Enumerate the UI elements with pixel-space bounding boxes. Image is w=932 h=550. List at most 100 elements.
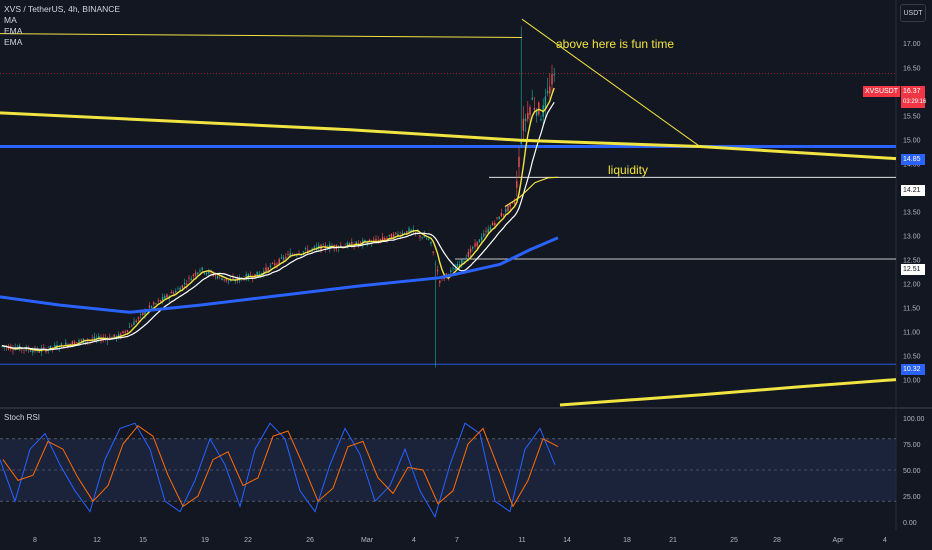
resistance-curve <box>0 111 897 161</box>
candle-body <box>313 246 316 248</box>
candle-body <box>25 346 27 351</box>
candle-body <box>227 280 230 282</box>
candle-body <box>32 350 34 353</box>
candle-body <box>432 251 434 253</box>
candle-body <box>498 216 500 220</box>
candle-body <box>348 242 351 245</box>
annotation-liquidity[interactable]: liquidity <box>608 163 649 177</box>
candle-body <box>285 256 287 259</box>
candle-body <box>546 90 549 94</box>
candle-body <box>280 257 283 259</box>
candle-body <box>258 273 261 276</box>
time-tick-label: 4 <box>412 537 416 544</box>
candle-body <box>113 334 115 337</box>
candle-body <box>436 269 439 272</box>
symbol-name-tag: XVSUSDT <box>862 86 900 97</box>
time-tick-label: 19 <box>201 537 209 544</box>
time-tick-label: 15 <box>139 537 147 544</box>
candle-body <box>199 270 201 272</box>
candle-body <box>531 97 533 100</box>
candle-body <box>188 277 190 279</box>
stoch-rsi-pane[interactable]: 100.00 75.00 50.00 25.00 0.00 <box>0 416 925 527</box>
candle-body <box>410 229 412 232</box>
candle-body <box>157 300 159 302</box>
indicator-ma[interactable]: MA <box>4 15 17 25</box>
candle-body <box>51 347 54 349</box>
candle-body <box>551 74 553 85</box>
candle-body <box>27 348 30 350</box>
candle-body <box>201 267 203 270</box>
candle-body <box>21 348 23 350</box>
candle-body <box>397 233 399 236</box>
candle-body <box>186 283 188 285</box>
candle-body <box>197 272 199 274</box>
time-tick-label: 14 <box>563 537 571 544</box>
candle-body <box>49 345 52 350</box>
candle-body <box>137 317 140 319</box>
candle-body <box>458 264 461 268</box>
candle-body <box>232 277 234 279</box>
candle-body <box>153 302 155 305</box>
candle-body <box>395 232 397 234</box>
candle-body <box>513 202 516 204</box>
candle-body <box>190 278 192 281</box>
chart-legend: XVS / TetherUS, 4h, BINANCE MA EMA EMA <box>4 4 120 48</box>
candle-body <box>452 267 454 269</box>
rsi-tick-label: 0.00 <box>903 520 917 527</box>
ma-line <box>1 101 555 351</box>
oscillator-label[interactable]: Stoch RSI <box>4 413 41 422</box>
candle-body <box>340 245 342 247</box>
candle-body <box>443 277 445 280</box>
candle-body <box>177 288 179 290</box>
candle-body <box>480 236 483 241</box>
candle-body <box>346 242 349 247</box>
candle-body <box>73 341 76 345</box>
candle-body <box>467 251 470 257</box>
candle-body <box>276 263 278 265</box>
candle-body <box>170 291 173 294</box>
candle-body <box>122 331 124 334</box>
candle-body <box>291 254 294 256</box>
symbol-title[interactable]: XVS / TetherUS, 4h, BINANCE <box>4 4 121 14</box>
price-tick-label: 13.50 <box>903 209 921 216</box>
candle-body <box>524 118 527 121</box>
candle-body <box>463 261 465 262</box>
candle-body <box>456 263 459 267</box>
price-tick-label: 13.00 <box>903 233 921 240</box>
candle-body <box>93 336 96 340</box>
candle-body <box>535 110 538 116</box>
candle-body <box>139 313 142 315</box>
candle-body <box>472 246 474 249</box>
price-tick-label: 16.50 <box>903 65 921 72</box>
candle-body <box>287 253 289 255</box>
candle-body <box>538 102 540 115</box>
price-tick-label: 15.50 <box>903 113 921 120</box>
candle-body <box>461 259 463 264</box>
indicator-ema-1[interactable]: EMA <box>4 26 23 36</box>
candle-body <box>192 274 195 277</box>
currency-button[interactable]: USDT <box>900 4 926 22</box>
candle-body <box>487 228 489 233</box>
candle-body <box>144 311 146 315</box>
candle-body <box>124 331 126 333</box>
candle-body <box>450 270 452 273</box>
candle-body <box>271 263 274 264</box>
candle-body <box>274 263 276 266</box>
candle-body <box>203 272 206 274</box>
candle-body <box>344 246 346 247</box>
price-tick-label: 10.00 <box>903 378 921 385</box>
indicator-ema-2[interactable]: EMA <box>4 37 23 47</box>
annotation-fun-time[interactable]: above here is fun time <box>556 37 675 51</box>
candle-body <box>208 270 210 274</box>
candle-body <box>135 320 137 323</box>
candle-body <box>421 237 423 239</box>
candle-body <box>494 222 496 226</box>
candle-body <box>485 231 487 233</box>
price-tick-label: 12.50 <box>903 257 921 264</box>
stoch-d-line <box>2 425 559 508</box>
candle-body <box>465 257 467 260</box>
candle-body <box>260 272 263 275</box>
candle-body <box>289 252 291 258</box>
countdown-tag: 03:29:16 <box>901 97 926 108</box>
